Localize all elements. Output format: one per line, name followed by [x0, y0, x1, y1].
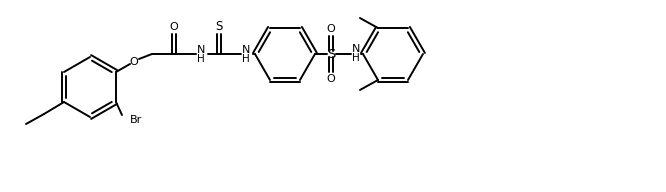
Text: S: S: [327, 47, 335, 60]
Text: O: O: [130, 57, 139, 67]
Text: N: N: [242, 45, 250, 55]
Text: Br: Br: [130, 115, 143, 125]
Text: N: N: [352, 44, 360, 54]
Text: N: N: [196, 45, 205, 55]
Text: O: O: [170, 22, 178, 32]
Text: O: O: [326, 74, 336, 84]
Text: S: S: [215, 21, 222, 33]
Text: H: H: [197, 54, 205, 64]
Text: H: H: [242, 54, 250, 64]
Text: H: H: [352, 53, 360, 63]
Text: O: O: [326, 24, 336, 34]
